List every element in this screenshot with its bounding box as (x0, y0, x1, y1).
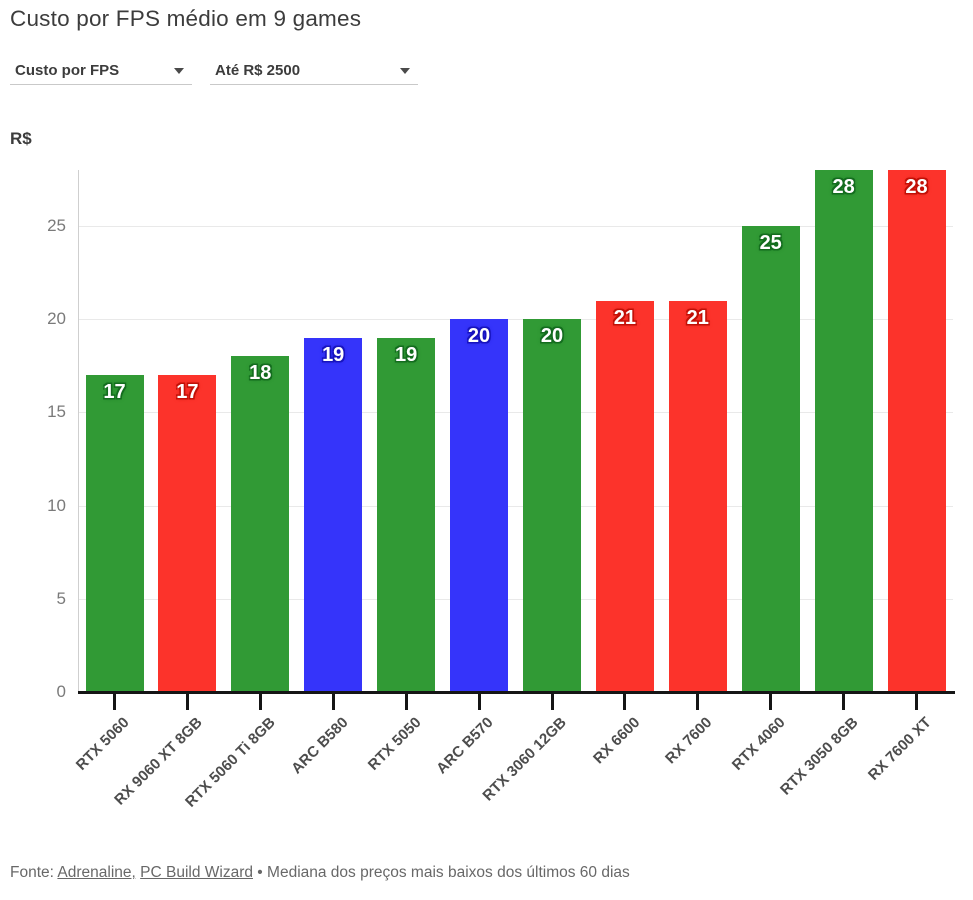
chart-footer: Fonte: Adrenaline, PC Build Wizard • Med… (10, 864, 630, 882)
bar[interactable]: 21 (595, 300, 654, 692)
bar[interactable]: 19 (377, 337, 436, 692)
y-axis-label: 5 (56, 588, 66, 608)
x-axis-label: RX 6600 (589, 714, 643, 768)
bar-value-label: 25 (759, 231, 782, 254)
x-axis-label: RX 7600 (662, 714, 716, 768)
price-dropdown-label: Até R$ 2500 (215, 62, 301, 79)
bar-value-label: 17 (103, 381, 126, 404)
price-dropdown[interactable]: Até R$ 2500 (210, 57, 418, 85)
x-axis-tick (477, 694, 481, 710)
bar[interactable]: 28 (887, 170, 946, 692)
y-axis-label: 25 (47, 215, 66, 235)
bar-value-label: 20 (467, 325, 491, 348)
bar-value-label: 20 (540, 325, 564, 348)
x-axis-label: RTX 5060 (72, 714, 133, 774)
bar-value-label: 18 (249, 362, 272, 385)
bar[interactable]: 25 (741, 225, 800, 692)
x-axis-tick (769, 694, 773, 710)
x-axis-label: RX 7600 XT (864, 714, 935, 784)
gridline (78, 505, 953, 507)
source-link-adrenaline[interactable]: Adrenaline, (57, 864, 136, 881)
y-axis-label: 10 (47, 495, 66, 515)
y-axis-label: 0 (56, 682, 66, 701)
page-title: Custo por FPS médio em 9 games (10, 6, 362, 31)
bar[interactable]: 19 (304, 337, 363, 692)
x-axis-tick (404, 694, 408, 710)
gridline (78, 319, 953, 321)
x-axis-tick (113, 694, 116, 710)
bar-value-label: 28 (832, 176, 855, 198)
bar-value-label: 21 (613, 306, 637, 329)
x-axis-tick (623, 694, 627, 710)
bar[interactable]: 17 (158, 375, 217, 692)
bar[interactable]: 18 (231, 356, 290, 692)
x-axis-label: ARC B580 (287, 714, 352, 778)
bar-value-label: 19 (394, 343, 418, 366)
gridline (78, 412, 953, 414)
y-axis-line (78, 170, 79, 692)
x-axis-line (78, 691, 955, 694)
footer-separator: • (257, 864, 263, 881)
gridline (78, 225, 953, 227)
bar[interactable]: 20 (450, 319, 508, 692)
bar-value-label: 28 (905, 176, 928, 198)
x-axis-tick (550, 694, 554, 710)
x-axis-tick (258, 694, 262, 710)
bar[interactable]: 28 (814, 170, 873, 692)
bar-value-label: 19 (322, 343, 345, 366)
x-axis-tick (915, 694, 918, 710)
x-axis-tick (331, 694, 335, 710)
y-axis-label: 15 (47, 402, 66, 422)
x-axis-label: RTX 4060 (728, 714, 789, 774)
bar[interactable]: 21 (668, 300, 727, 692)
footer-note: Mediana dos preços mais baixos dos últim… (267, 864, 630, 881)
x-axis-label: ARC B570 (433, 714, 498, 778)
x-axis-label: RTX 3050 8GB (777, 714, 862, 799)
y-axis-title: R$ (10, 129, 32, 148)
x-axis-tick (842, 694, 846, 710)
y-axis-label: 20 (47, 309, 66, 329)
bar-value-label: 17 (176, 381, 199, 404)
x-axis-tick (696, 694, 700, 710)
footer-source-prefix: Fonte: (10, 864, 54, 881)
x-axis-tick (185, 694, 189, 710)
gridline (78, 598, 953, 600)
metric-dropdown[interactable]: Custo por FPS (10, 57, 192, 85)
source-link-pc-build-wizard[interactable]: PC Build Wizard (140, 864, 253, 881)
bar[interactable]: 17 (85, 375, 144, 692)
bar-chart: 0 5 10 15 20 25 17 17 18 19 19 20 20 21 21 25 28 28 RTX 50… (47, 170, 955, 811)
bar[interactable]: 20 (523, 319, 581, 692)
bar-value-label: 21 (686, 306, 709, 329)
metric-dropdown-label: Custo por FPS (15, 62, 120, 79)
chevron-down-icon (400, 67, 410, 74)
x-axis-label: RTX 5050 (364, 714, 425, 774)
chevron-down-icon (174, 67, 184, 74)
